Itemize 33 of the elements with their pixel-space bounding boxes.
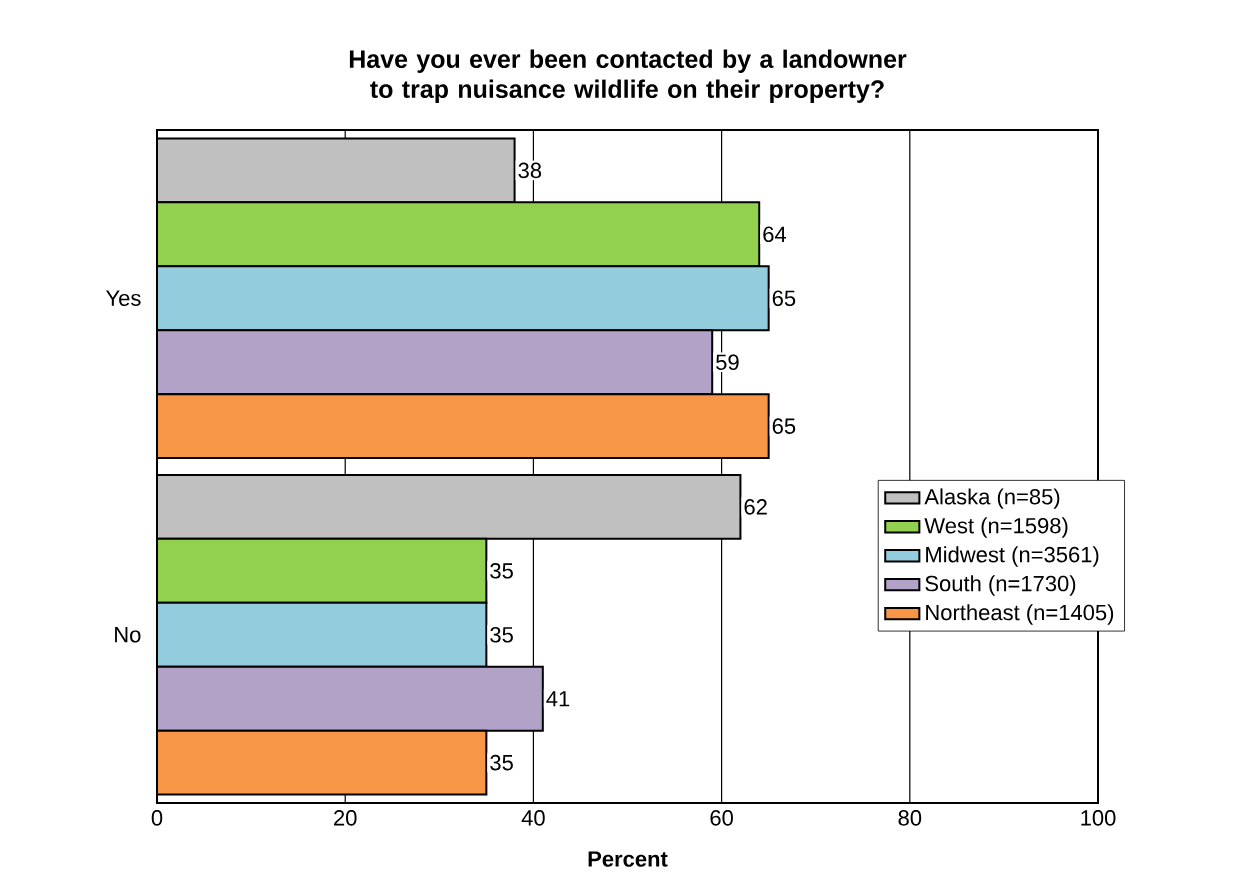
bar [157, 137, 516, 204]
legend-label: Northeast (n=1405) [926, 604, 1114, 625]
legend-label: Alaska (n=85) [924, 488, 1060, 509]
x-tick-label: 20 [334, 810, 357, 826]
data-label: 59 [716, 354, 739, 370]
legend-label: Midwest (n=3561) [926, 546, 1099, 567]
x-tick-label: 60 [710, 810, 733, 826]
bar [157, 729, 488, 796]
data-label: 35 [490, 626, 513, 643]
legend-label: South (n=1730) [925, 575, 1076, 596]
x-tick-label: 100 [1081, 810, 1116, 826]
bar [157, 473, 742, 540]
bar [157, 665, 544, 732]
data-label: 38 [518, 162, 542, 179]
bar [157, 265, 770, 332]
y-tick-label: No [115, 627, 141, 643]
data-label: 65 [772, 290, 796, 307]
legend-label: West (n=1598) [924, 517, 1068, 538]
x-tick-label: 40 [521, 810, 545, 826]
x-tick-label: 0 [151, 810, 163, 826]
bar [157, 329, 714, 396]
bar [157, 393, 770, 460]
y-tick-label: Yes [105, 290, 141, 306]
x-tick-label: 80 [898, 810, 922, 826]
data-label: 62 [744, 499, 767, 515]
data-label: 41 [546, 691, 570, 707]
data-label: 35 [490, 563, 513, 579]
data-label: 64 [763, 226, 787, 243]
x-axis-title: Percent [588, 851, 668, 867]
data-label: 65 [772, 418, 796, 434]
data-label: 35 [490, 754, 513, 771]
bar [157, 601, 488, 668]
chart-title: Have you ever been contacted by a landowner to trap nuisance wildlife on their property? [349, 49, 907, 103]
